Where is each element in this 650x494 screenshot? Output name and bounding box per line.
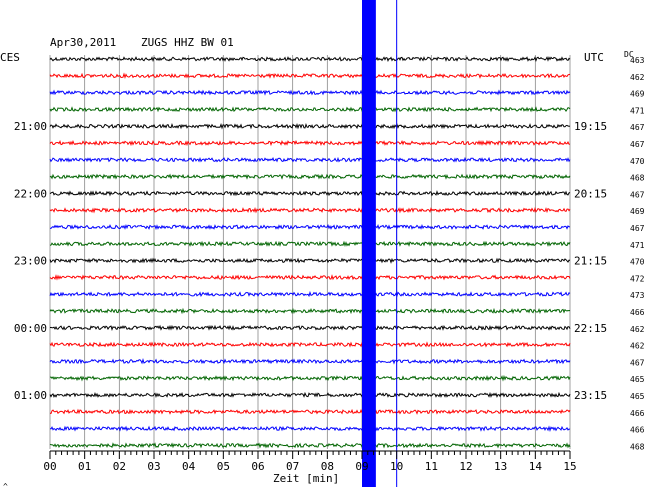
dc-value: 468 bbox=[630, 174, 645, 183]
x-tick-label: 12 bbox=[459, 460, 472, 473]
dc-value: 467 bbox=[630, 358, 645, 367]
dc-value: 467 bbox=[630, 123, 645, 132]
trace-row bbox=[49, 89, 571, 96]
dc-values: 463 462 469 471 467 467 470 468 467 469 467 471 470 4… bbox=[630, 56, 645, 451]
trace-row bbox=[49, 442, 571, 449]
right-timezone: UTC bbox=[584, 51, 604, 64]
x-tick-label: 14 bbox=[529, 460, 543, 473]
x-tick-label: 04 bbox=[182, 460, 196, 473]
trace-row bbox=[49, 290, 571, 298]
trace-row bbox=[49, 190, 571, 197]
x-tick-label: 11 bbox=[425, 460, 438, 473]
dc-value: 469 bbox=[630, 90, 645, 99]
trace-row bbox=[49, 56, 571, 63]
trace-row bbox=[49, 72, 571, 80]
dc-value: 463 bbox=[630, 56, 645, 65]
chart-date: Apr30,2011 bbox=[50, 36, 116, 49]
dc-value: 466 bbox=[630, 426, 645, 435]
dc-header: DC bbox=[624, 50, 634, 59]
event-band bbox=[362, 0, 376, 487]
x-tick-label: 05 bbox=[217, 460, 230, 473]
dc-value: 462 bbox=[630, 325, 645, 334]
x-tick-label: 15 bbox=[563, 460, 576, 473]
dc-value: 465 bbox=[630, 375, 645, 384]
dc-value: 465 bbox=[630, 392, 645, 401]
trace-row bbox=[49, 324, 571, 331]
dc-value: 472 bbox=[630, 274, 645, 283]
right-time-label: 19:15 bbox=[574, 120, 607, 133]
trace-row bbox=[49, 357, 571, 365]
trace-row bbox=[49, 307, 571, 315]
dc-value: 470 bbox=[630, 258, 645, 267]
left-timezone: CES bbox=[0, 51, 20, 64]
left-time-label: 23:00 bbox=[14, 255, 47, 268]
dc-value: 467 bbox=[630, 190, 645, 199]
trace-row bbox=[49, 139, 571, 147]
left-time-label: 21:00 bbox=[14, 120, 47, 133]
chart-grid bbox=[49, 55, 571, 449]
right-time-label: 21:15 bbox=[574, 255, 607, 268]
x-tick-label: 06 bbox=[251, 460, 264, 473]
trace-row bbox=[49, 106, 571, 113]
x-tick-label: 13 bbox=[494, 460, 507, 473]
trace-row bbox=[49, 425, 571, 432]
x-tick-label: 00 bbox=[43, 460, 56, 473]
chart-station: ZUGS HHZ BW 01 bbox=[141, 36, 234, 49]
dc-value: 462 bbox=[630, 73, 645, 82]
trace-row bbox=[49, 257, 571, 264]
x-tick-labels: 00 01 02 03 04 05 06 07 08 09 10 11 12 13 14 15 bbox=[43, 460, 576, 473]
dc-value: 467 bbox=[630, 224, 645, 233]
trace-row bbox=[49, 156, 571, 163]
right-time-labels: 19:15 20:15 21:15 22:15 23:15 bbox=[574, 120, 607, 402]
dc-value: 466 bbox=[630, 308, 645, 317]
trace-row bbox=[49, 408, 571, 415]
trace-row bbox=[49, 391, 571, 399]
trace-row bbox=[49, 173, 571, 180]
dc-value: 462 bbox=[630, 342, 645, 351]
trace-row bbox=[49, 240, 571, 247]
trace-row bbox=[49, 374, 571, 382]
x-tick-label: 01 bbox=[78, 460, 91, 473]
x-tick-label: 10 bbox=[390, 460, 403, 473]
dc-value: 466 bbox=[630, 409, 645, 418]
dc-value: 468 bbox=[630, 442, 645, 451]
dc-value: 473 bbox=[630, 291, 645, 300]
x-tick-label: 07 bbox=[286, 460, 299, 473]
dc-value: 469 bbox=[630, 207, 645, 216]
trace-row bbox=[49, 223, 571, 231]
dc-value: 471 bbox=[630, 241, 645, 250]
left-time-label: 22:00 bbox=[14, 187, 47, 200]
left-time-labels: 21:00 22:00 23:00 00:00 01:00 bbox=[14, 120, 47, 402]
chart-axes bbox=[49, 450, 571, 459]
dc-value: 470 bbox=[630, 157, 645, 166]
event-highlight bbox=[362, 0, 398, 487]
x-axis-label: Zeit [min] bbox=[273, 472, 339, 485]
trace-row bbox=[49, 274, 571, 281]
right-time-label: 20:15 bbox=[574, 187, 607, 200]
trace-row bbox=[49, 122, 571, 130]
dc-value: 467 bbox=[630, 140, 645, 149]
corner-mark: ^ bbox=[3, 482, 8, 491]
left-time-label: 01:00 bbox=[14, 389, 47, 402]
x-tick-label: 08 bbox=[321, 460, 334, 473]
right-time-label: 22:15 bbox=[574, 322, 607, 335]
seismic-traces bbox=[49, 56, 571, 449]
dc-value: 471 bbox=[630, 106, 645, 115]
right-time-label: 23:15 bbox=[574, 389, 607, 402]
trace-row bbox=[49, 341, 571, 348]
x-tick-label: 03 bbox=[147, 460, 160, 473]
left-time-label: 00:00 bbox=[14, 322, 47, 335]
trace-row bbox=[49, 206, 571, 214]
x-tick-label: 09 bbox=[355, 460, 368, 473]
x-tick-label: 02 bbox=[113, 460, 126, 473]
